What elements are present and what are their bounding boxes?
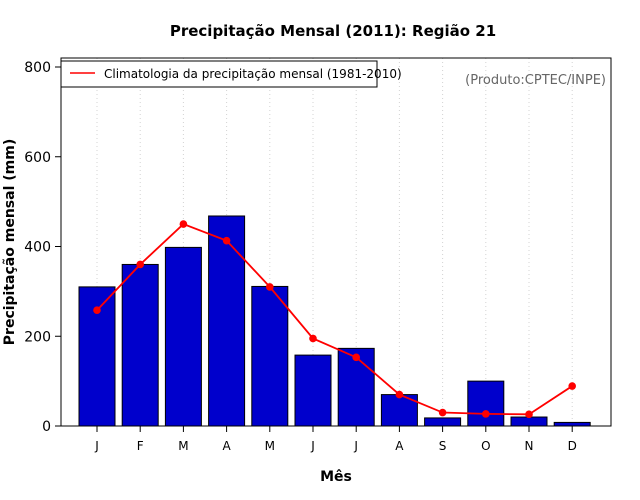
climatology-point-0	[93, 306, 101, 315]
chart-title: Precipitação Mensal (2011): Região 21	[170, 22, 496, 40]
climatology-point-8	[438, 408, 447, 417]
y-tick-label-3: 600	[24, 150, 51, 166]
x-axis-label: Mês	[320, 469, 352, 485]
x-tick-label-2: M	[178, 439, 188, 453]
legend: Climatologia da precipitação mensal (198…	[60, 60, 402, 88]
x-tick-label-1: F	[137, 439, 144, 453]
climatology-line-series	[93, 220, 576, 419]
bar-10	[510, 416, 548, 427]
climatology-point-4	[266, 283, 274, 291]
climatology-point-9	[482, 410, 490, 418]
climatology-point-5	[309, 334, 317, 343]
x-tick-label-10: N	[525, 439, 534, 453]
y-tick-label-0: 0	[42, 419, 51, 435]
y-tick-label-4: 800	[24, 60, 51, 76]
bar-3	[208, 215, 246, 427]
legend-label: Climatologia da precipitação mensal (198…	[104, 67, 402, 81]
x-tick-label-9: O	[481, 439, 490, 453]
plot-frame	[60, 57, 612, 427]
bar-2	[164, 246, 202, 427]
x-tick-label-7: A	[395, 439, 404, 453]
product-credit: (Produto:CPTEC/INPE)	[465, 73, 606, 88]
x-tick-label-4: M	[265, 439, 275, 453]
bar-5	[294, 354, 332, 427]
climatology-point-1	[136, 260, 144, 269]
bar-11	[553, 421, 591, 427]
x-tick-label-5: J	[310, 439, 315, 453]
climatology-point-6	[352, 353, 361, 362]
x-tick-label-3: A	[222, 439, 231, 453]
x-tick-label-0: J	[94, 439, 99, 453]
legend-box	[60, 60, 378, 88]
x-tick-label-8: S	[439, 439, 447, 453]
y-axis-label: Precipitação mensal (mm)	[2, 139, 18, 345]
y-axis: 0 200 400 600 800	[24, 60, 61, 435]
bar-4	[251, 285, 289, 427]
bar-8	[424, 417, 462, 427]
y-tick-label-1: 200	[24, 329, 51, 345]
climatology-point-10	[525, 410, 533, 419]
bar-9	[467, 380, 505, 427]
climatology-point-3	[222, 236, 231, 245]
climatology-point-7	[395, 390, 404, 399]
x-tick-label-6: J	[353, 439, 358, 453]
y-tick-label-2: 400	[24, 240, 51, 256]
bar-series	[78, 215, 591, 427]
bar-1	[121, 263, 159, 427]
climatology-point-11	[568, 382, 576, 390]
x-tick-label-11: D	[568, 439, 577, 453]
climatology-point-2	[179, 220, 188, 228]
climatology-line	[96, 223, 573, 416]
